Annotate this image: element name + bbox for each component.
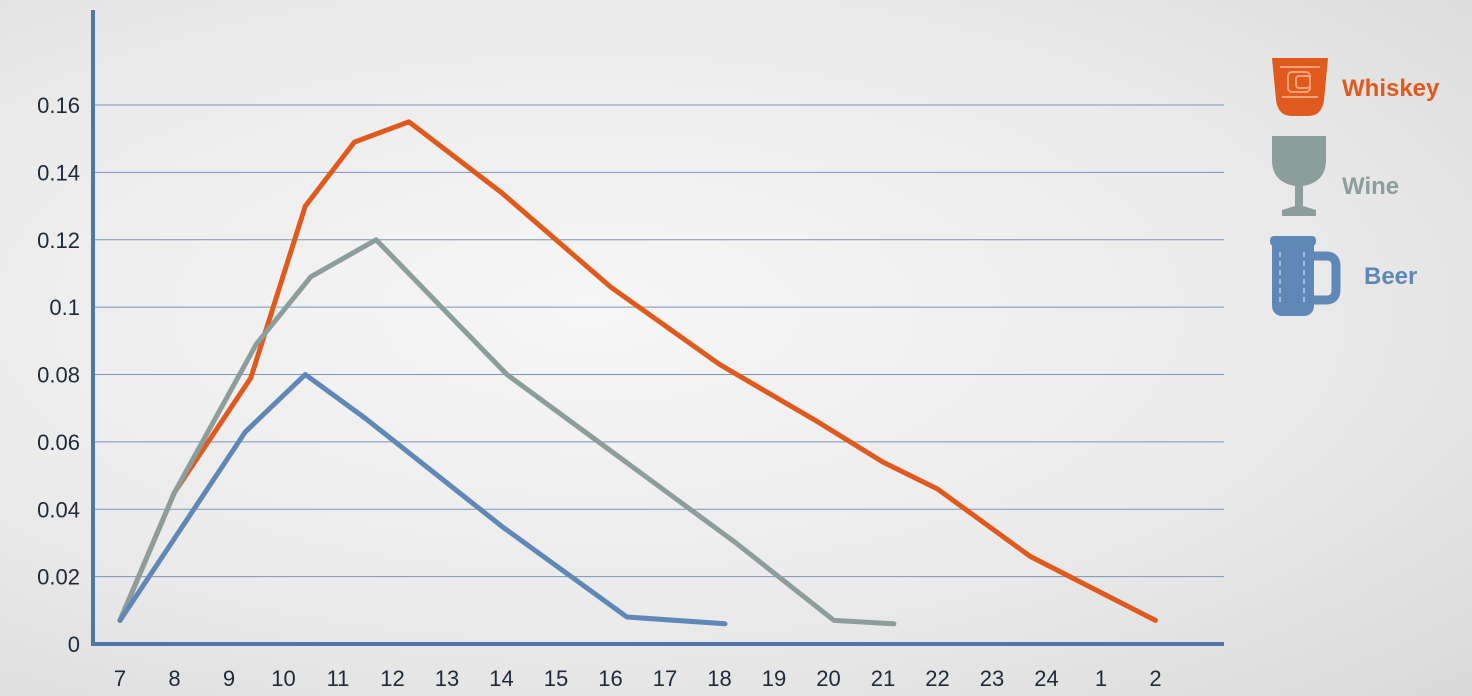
x-tick-label: 9	[223, 666, 235, 691]
series-line-beer	[117, 372, 728, 627]
wine-glass-icon	[1272, 136, 1326, 216]
y-tick-label: 0.1	[49, 295, 80, 320]
legend-item-whiskey: Whiskey	[1272, 58, 1440, 116]
series-line-wine	[117, 237, 897, 627]
whiskey-glass-icon	[1272, 58, 1328, 116]
y-tick-label: 0.12	[37, 228, 80, 253]
y-tick-label: 0.08	[37, 363, 80, 388]
legend-label-whiskey: Whiskey	[1342, 75, 1440, 102]
x-tick-label: 19	[762, 666, 786, 691]
x-tick-labels: 7 8 9 10 11 12 13 14 15 16 17 18 19 20 21 22 23 24 1 2	[114, 666, 1162, 691]
axes	[91, 10, 1224, 646]
x-tick-label: 7	[114, 666, 126, 691]
x-tick-label: 18	[707, 666, 731, 691]
x-tick-label: 23	[980, 666, 1004, 691]
y-tick-label: 0.16	[37, 93, 80, 118]
y-tick-label: 0	[68, 632, 80, 657]
x-tick-label: 20	[816, 666, 840, 691]
x-tick-label: 15	[544, 666, 568, 691]
x-tick-label: 2	[1149, 666, 1161, 691]
x-tick-label: 21	[871, 666, 895, 691]
grid-lines	[93, 104, 1224, 578]
x-tick-label: 13	[435, 666, 459, 691]
y-tick-label: 0.14	[37, 160, 80, 185]
x-tick-label: 16	[598, 666, 622, 691]
y-tick-label: 0.06	[37, 430, 80, 455]
y-tick-label: 0.02	[37, 565, 80, 590]
legend-label-beer: Beer	[1364, 263, 1417, 290]
legend: Whiskey Wine Beer	[1270, 58, 1440, 316]
x-tick-label: 11	[327, 666, 350, 691]
x-tick-label: 12	[380, 666, 404, 691]
legend-label-wine: Wine	[1342, 173, 1399, 200]
beer-mug-icon	[1270, 236, 1341, 316]
x-tick-label: 8	[168, 666, 180, 691]
legend-item-beer: Beer	[1270, 236, 1417, 316]
x-tick-label: 1	[1095, 666, 1107, 691]
y-tick-labels: 0 0.02 0.04 0.06 0.08 0.1 0.12 0.14 0.16	[37, 93, 80, 657]
y-tick-label: 0.04	[37, 497, 80, 522]
x-tick-label: 14	[489, 666, 513, 691]
series-lines	[117, 119, 1158, 627]
x-tick-label: 17	[653, 666, 677, 691]
x-tick-label: 22	[925, 666, 949, 691]
x-tick-label: 24	[1034, 666, 1058, 691]
x-tick-label: 10	[271, 666, 295, 691]
legend-item-wine: Wine	[1272, 136, 1399, 216]
series-line-whiskey	[117, 119, 1158, 623]
